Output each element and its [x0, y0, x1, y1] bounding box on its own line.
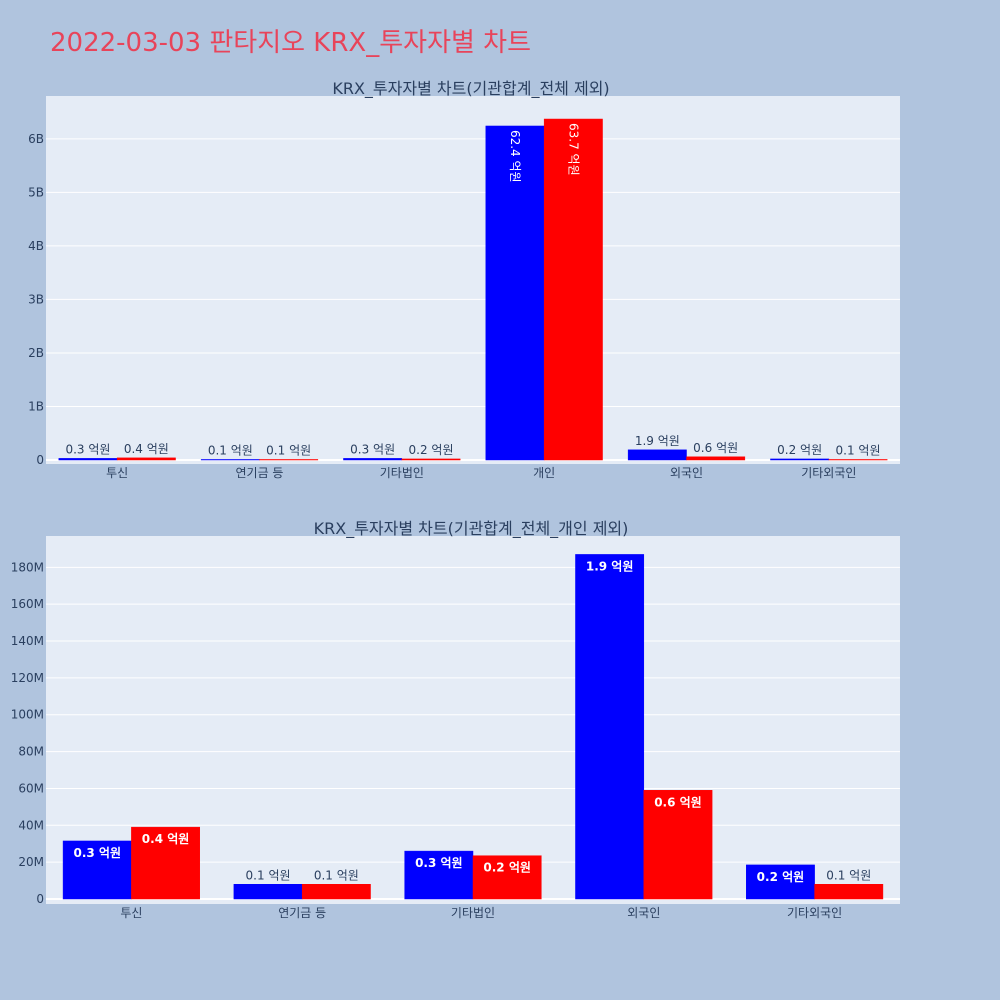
page-title: 2022-03-03 판타지오 KRX_투자자별 차트 [50, 28, 532, 58]
bar [485, 125, 545, 461]
data-label: 0.6 억원 [654, 795, 702, 809]
data-label: 0.6 억원 [693, 441, 738, 455]
data-label: 0.2 억원 [409, 443, 454, 457]
chart-top: 0 1B 2B 3B 4B 5B 6B KRX_투자자별 차트(기관합계_전체 제외) 0.3 … [28, 79, 900, 480]
data-label: 0.2 억원 [777, 443, 822, 457]
data-label: 0.3 억원 [415, 856, 463, 870]
data-label: 1.9 억원 [635, 434, 680, 448]
data-label: 0.4 억원 [124, 442, 169, 456]
y-tick-label: 140M [11, 634, 44, 648]
y-tick-label: 0 [36, 453, 44, 467]
data-label: 0.1 억원 [246, 868, 291, 882]
bar [828, 459, 888, 461]
x-tick-label: 개인 [533, 466, 555, 480]
x-tick-label: 기타외국인 [787, 906, 842, 920]
y-tick-label: 5B [28, 185, 44, 199]
data-label: 0.1 억원 [314, 868, 359, 882]
bar [301, 884, 371, 900]
data-label: 63.7 억원 [566, 123, 580, 176]
bar [116, 457, 176, 461]
y-tick-label: 120M [11, 671, 44, 685]
bar [746, 864, 815, 900]
bar [233, 884, 303, 900]
chart-title: KRX_투자자별 차트(기관합계_전체_개인 제외) [314, 519, 629, 539]
y-tick-label: 80M [18, 745, 44, 759]
y-tick-label: 100M [11, 708, 44, 722]
data-label: 0.2 억원 [483, 861, 531, 875]
bar [643, 790, 713, 900]
data-label: 0.1 억원 [836, 443, 881, 457]
y-tick-label: 4B [28, 239, 44, 253]
data-label: 0.1 억원 [208, 443, 253, 457]
data-label: 1.9 억원 [586, 559, 634, 573]
data-label: 0.1 억원 [826, 868, 871, 882]
x-tick-label: 기타법인 [380, 466, 424, 480]
x-tick-label: 연기금 등 [278, 906, 326, 920]
x-tick-label: 기타법인 [451, 906, 495, 920]
bar [686, 456, 746, 461]
x-tick-label: 외국인 [627, 906, 660, 920]
data-label: 0.1 억원 [266, 443, 311, 457]
bar [814, 884, 884, 900]
y-tick-label: 160M [11, 597, 44, 611]
plot-area [46, 96, 900, 464]
bar [543, 118, 603, 461]
y-tick-label: 2B [28, 346, 44, 360]
bar [575, 554, 645, 900]
y-tick-label: 60M [18, 781, 44, 795]
x-tick-label: 기타외국인 [801, 466, 856, 480]
bar [770, 458, 830, 461]
bar [62, 840, 132, 900]
bar [131, 826, 200, 900]
x-tick-label: 투신 [106, 466, 128, 480]
data-label: 0.3 억원 [73, 846, 121, 860]
data-label: 0.4 억원 [142, 832, 190, 846]
y-tick-label: 40M [18, 818, 44, 832]
y-tick-label: 1B [28, 399, 44, 413]
bar [343, 458, 403, 461]
y-tick-label: 180M [11, 560, 44, 574]
bar [472, 855, 542, 900]
y-tick-label: 20M [18, 855, 44, 869]
x-tick-label: 외국인 [670, 466, 703, 480]
chart-bottom: 0 20M 40M 60M 80M 100M 120M 140M 160M 180M KRX_투자자… [11, 519, 900, 920]
data-label: 0.3 억원 [350, 442, 395, 456]
data-label: 0.3 억원 [65, 442, 110, 456]
bar [404, 850, 474, 900]
bar [200, 459, 260, 461]
y-tick-label: 0 [36, 892, 44, 906]
bar [259, 459, 319, 461]
bar [401, 458, 461, 461]
bar [627, 449, 687, 461]
x-tick-label: 연기금 등 [236, 466, 284, 480]
y-tick-label: 6B [28, 132, 44, 146]
x-tick-label: 투신 [120, 906, 142, 920]
data-label: 62.4 억원 [508, 130, 522, 183]
chart-title: KRX_투자자별 차트(기관합계_전체 제외) [332, 79, 609, 99]
bar [58, 458, 118, 461]
y-tick-label: 3B [28, 292, 44, 306]
data-label: 0.2 억원 [757, 870, 805, 884]
